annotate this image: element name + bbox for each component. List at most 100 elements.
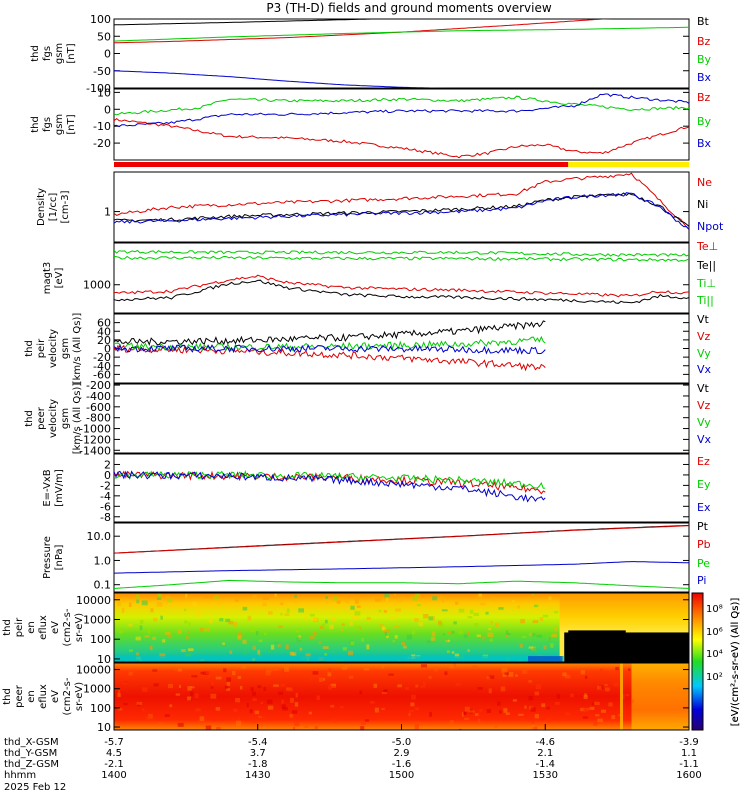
xrow-label-3: hhmm [4,770,36,781]
ylabel-peir_spectrogram-5: (cm2-s- [62,608,73,646]
ytick-peir_velocity-0: 60 [97,317,111,330]
ylabel-pressure-1: [nPa] [54,544,65,570]
ytick-peir_velocity-6: -60 [93,368,111,381]
legend-peir_velocity-3: Vx [697,363,712,376]
ylabel-temperature-1: [eV] [54,268,65,289]
density-frame [113,171,690,243]
panel-peer_spectrogram: thd peer en eflux eV (cm2-s-sr-eV) 10000 1000 10… [2,662,690,734]
ytick-peir_spectrogram-2: 100 [90,633,111,646]
series-temperature-Ti|| [114,255,689,262]
ytick-fgs_components-3: -20 [93,137,111,150]
legend-peer_velocity-2: Vy [697,416,711,429]
legend-fgs_total-2: By [697,53,712,66]
ylabel-density-1: [1/cc] [48,193,59,222]
panel-density: Density [1/cc] [cm-3] 1 Ne Ni Npot [36,171,724,243]
ytick-peir_velocity-2: 20 [97,334,111,347]
ytick-peir_velocity-4: -20 [93,351,111,364]
ytick-efield-2: -2 [100,479,111,492]
xrow-3-val-1: 1430 [245,770,270,781]
colorbar-tick-2: 10⁴ [706,649,723,660]
ytick-efield-0: 2 [104,458,111,471]
chart-title: P3 (TH-D) fields and ground moments over… [266,1,551,15]
ylabel-fgs_components-2: gsm [54,114,65,135]
series-fgs_components-Bz [114,117,689,159]
xrow-1-val-3: 2.1 [537,748,553,759]
legend-fgs_total-0: Bt [697,15,710,28]
xrow-3-val-2: 1500 [389,770,414,781]
xrow-2-val-1: -1.8 [248,759,268,770]
legend-fgs_total-3: Bx [697,71,712,84]
ylabel-peer_spectrogram-5: (cm2-s- [62,677,73,715]
legend-peir_velocity-1: Vz [697,330,711,343]
legend-pressure-2: Pe [697,557,710,570]
series-efield-Ey [114,469,546,489]
legend-pressure-0: Pt [697,520,709,533]
xrow-label-1: thd_Y-GSM [4,748,57,759]
ylabel-density-2: [cm-3] [60,190,71,223]
fgs_components-frame [113,88,690,161]
legend-peer_velocity-0: Vt [697,382,710,395]
efield-frame [113,453,690,523]
xrow-label-4: 2025 Feb 12 [4,782,66,793]
legend-pressure-3: Pi [697,574,706,587]
ylabel-peer_velocity-0: thd [24,410,35,427]
ylabel-fgs_total-0: thd [30,45,41,62]
ylabel-efield-0: E=-VxB [42,469,53,506]
ylabel-peir_spectrogram-6: sr-eV) [74,613,85,642]
series-peir_velocity-Vx [114,343,546,355]
ylabel-peer_spectrogram-1: peer [14,684,25,708]
xrow-0-val-4: -3.9 [679,737,699,748]
ytick-peir_velocity-5: -40 [93,360,111,373]
colorbar-label-2: [eV/(cm²-s-sr-eV) (All Qs)] [730,598,741,727]
ytick-peer_spectrogram-0: 10000 [76,664,111,677]
panel-fgs_components: thd fgs gsm [nT] 10 0 -10 -20 Bz By Bx [30,86,712,161]
series-peir_velocity-Vt [114,320,546,346]
xrow-label-0: thd_X-GSM [4,737,59,748]
ytick-peer_velocity-5: -1200 [79,433,111,446]
ytick-peer_spectrogram-1: 1000 [83,683,111,696]
ytick-peer_velocity-4: -1000 [79,423,111,436]
ytick-fgs_components-0: 10 [97,86,111,99]
xrow-label-2: thd_Z-GSM [4,759,59,770]
ytick-peir_velocity-1: 40 [97,325,111,338]
series-density-Ni [114,192,689,227]
series-temperature-Te|| [114,279,689,304]
ytick-fgs_components-1: 0 [104,103,111,116]
panel-efield: E=-VxB [mV/m] 20-2-4-6-8 Ez Ey Ex [42,453,711,524]
ytick-pressure-0: 10.0 [87,530,112,543]
ylabel-fgs_total-1: fgs [42,46,53,61]
peir_spectrogram-frame [113,592,690,663]
series-fgs_components-By [114,95,689,116]
xrow-1-val-4: 1.1 [681,748,697,759]
ylabel-peer_spectrogram-2: en [26,690,37,703]
ytick-peer_velocity-1: -400 [86,390,111,403]
peer_velocity-frame [113,383,690,454]
ylabel-fgs_total-3: [nT] [66,43,77,63]
legend-peer_velocity-1: Vz [697,399,711,412]
ytick-peir_spectrogram-3: 10 [97,653,111,666]
legend-fgs_components-2: Bx [697,137,712,150]
pressure-frame [113,522,690,593]
series-fgs_total-By [114,26,689,42]
x-axis: thd_X-GSM -5.7 -5.4 -5.0 -4.6 -3.9 thd_Y-GSM 4.… [4,724,702,793]
ylabel-fgs_total-2: gsm [54,43,65,64]
series-peir_velocity-Vz [114,344,546,372]
panel-fgs_total: thd fgs gsm [nT] 100 50 0 -50 -100 Bt Bz By Bx [30,13,712,95]
ylabel-peir_spectrogram-0: thd [2,619,13,636]
ytick-temperature-0: 1000 [83,279,111,292]
legend-density-0: Ne [697,176,712,189]
mode-bar [114,162,689,167]
colorbar-label: [eV/(cm²-s-sr-eV) (All Qs)] [730,598,741,727]
ylabel-peir_spectrogram-3: eflux [38,615,49,640]
ytick-pressure-1: 1.0 [94,554,112,567]
ytick-pressure-2: 0.1 [94,579,112,592]
series-fgs_total-Bx [114,70,452,88]
ylabel-pressure-0: Pressure [42,536,53,579]
xrow-0-val-2: -5.0 [392,737,412,748]
legend-temperature-3: Ti|| [696,294,714,307]
ylabel-temperature-0: magt3 [42,262,53,295]
ylabel-peir_velocity-1: peir [36,338,47,358]
ytick-peir_spectrogram-1: 1000 [83,613,111,626]
